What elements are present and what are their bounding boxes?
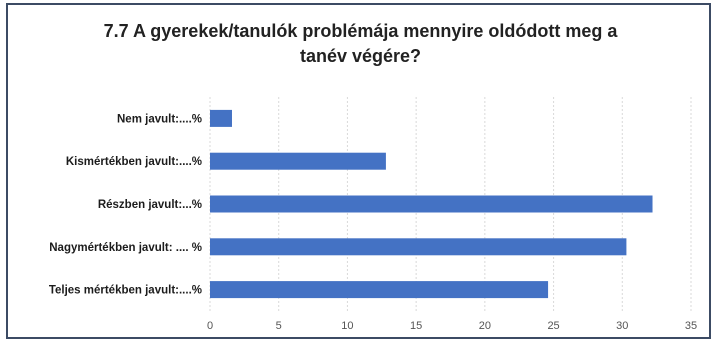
bar-1 [210,109,232,127]
category-label: Nem javult:....% [117,113,202,125]
x-tick-label: 25 [547,320,559,332]
category-label: Nagymértékben javult: .... % [49,242,202,254]
category-label: Részben javult:...% [98,199,202,211]
bar-layer [210,109,653,299]
x-tick-label: 35 [685,320,697,332]
x-tick-label: 0 [207,320,213,332]
chart-title-line-1: 7.7 A gyerekek/tanulók problémája mennyi… [103,21,618,41]
bar-5 [210,281,549,299]
bar-3 [210,195,653,213]
chart-title: 7.7 A gyerekek/tanulók problémája mennyi… [8,19,713,69]
x-tick-label: 15 [410,320,422,332]
x-tick-label: 20 [479,320,491,332]
bar-4 [210,238,627,256]
x-tick-label: 10 [341,320,353,332]
bar-2 [210,152,386,170]
chart-frame: 7.7 A gyerekek/tanulók problémája mennyi… [6,3,711,339]
x-tick-label: 30 [616,320,628,332]
category-label-layer: Nem javult:....% Kismértékben javult:....… [49,113,202,296]
x-axis-tick-layer: 0 5 10 15 20 25 30 35 [207,320,697,332]
category-label: Teljes mértékben javult:....% [49,285,202,297]
chart-title-line-2: tanév végére? [299,46,422,66]
category-label: Kismértékben javult:....% [66,156,202,168]
x-tick-label: 5 [276,320,282,332]
bar-chart: Nem javult:....% Kismértékben javult:....… [49,97,697,332]
